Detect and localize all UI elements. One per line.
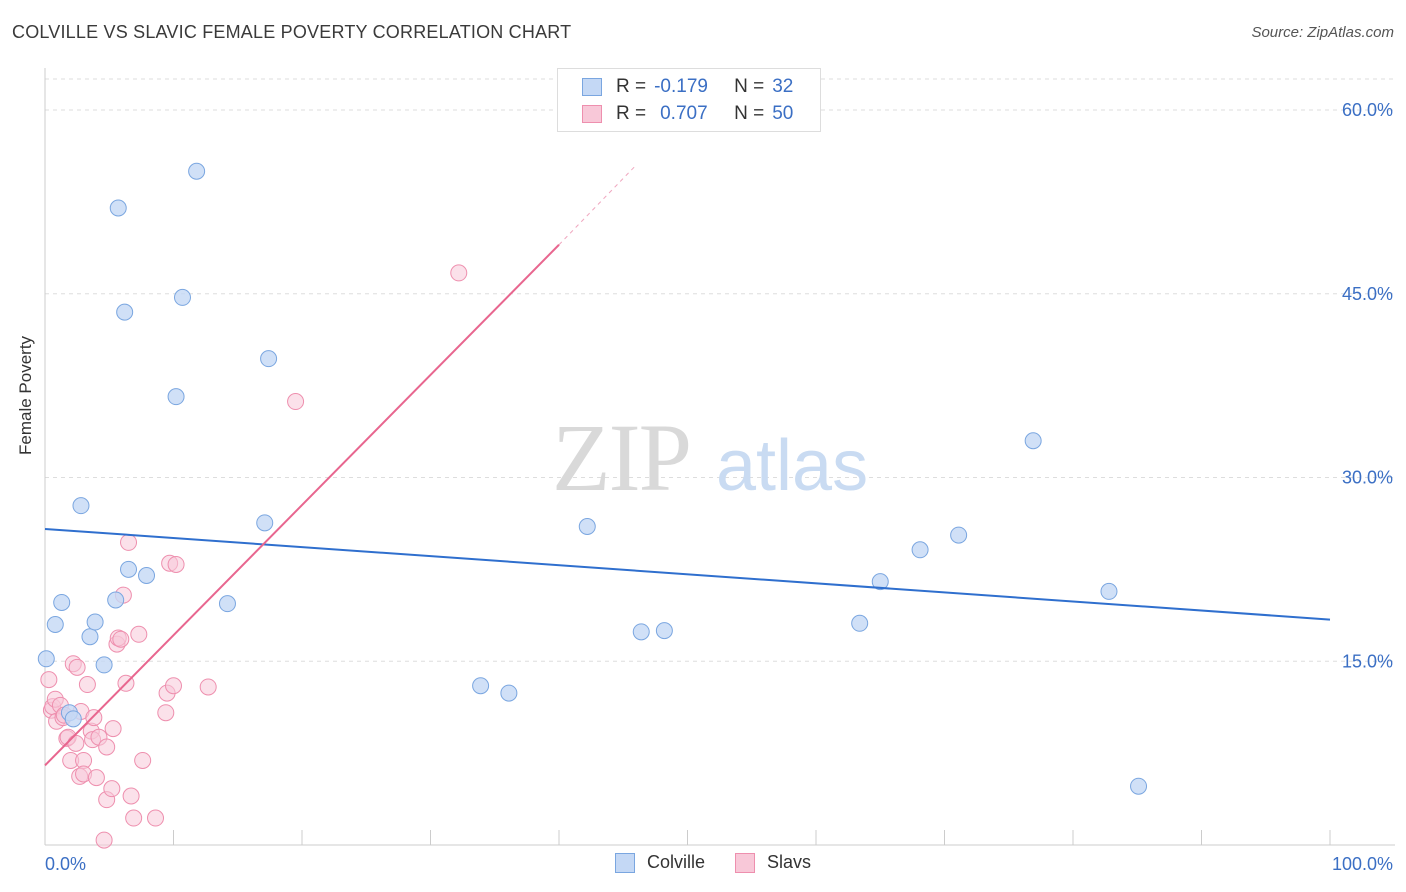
colville-point	[950, 526, 968, 544]
colville-point	[46, 616, 64, 633]
colville-point	[871, 573, 889, 591]
slavs-point	[103, 780, 121, 798]
colville-point	[851, 614, 869, 632]
colville-point	[107, 591, 125, 609]
slavs-point	[199, 678, 217, 696]
colville-point	[218, 595, 236, 613]
x-tick-label: 0.0%	[45, 854, 86, 874]
colville-point	[138, 567, 156, 584]
correlation-legend: R = -0.179 N = 32 R = 0.707 N = 50	[557, 68, 821, 132]
y-tick-label: 45.0%	[1342, 284, 1393, 304]
slavs-point	[98, 738, 116, 756]
colville-point	[86, 613, 104, 631]
legend-row-slavs: R = 0.707 N = 50	[582, 103, 793, 125]
legend-row-colville: R = -0.179 N = 32	[582, 76, 793, 98]
y-axis-label: Female Poverty	[16, 335, 35, 455]
colville-point	[500, 684, 518, 702]
slavs-point	[120, 533, 138, 551]
bottom-legend-slavs: Slavs	[735, 852, 811, 873]
x-tick-label: 100.0%	[1332, 854, 1393, 874]
slavs-point	[78, 676, 96, 694]
watermark: ZIP atlas	[552, 404, 868, 511]
legend-r-value: 0.707	[660, 103, 708, 124]
tick-labels: 15.0% 30.0% 45.0% 60.0% 0.0% 100.0%	[45, 100, 1393, 874]
colville-point	[64, 710, 82, 728]
slavs-point	[125, 809, 143, 827]
bottom-legend-colville: Colville	[615, 852, 705, 873]
colville-point	[472, 677, 490, 695]
colville-point	[1024, 432, 1042, 450]
slavs-swatch	[582, 105, 602, 123]
colville-point	[1130, 777, 1148, 795]
legend-r-value: -0.179	[654, 76, 708, 97]
watermark-atlas: atlas	[716, 426, 868, 506]
colville-swatch	[615, 852, 635, 873]
gridlines	[45, 78, 1395, 662]
colville-point	[81, 628, 99, 646]
colville-point	[37, 650, 55, 668]
colville-point	[116, 303, 134, 321]
colville-point	[109, 199, 127, 217]
colville-point	[95, 656, 113, 674]
colville-point	[173, 288, 191, 306]
slavs-point	[287, 393, 305, 411]
legend-n-label: N =	[734, 103, 765, 124]
chart-title: COLVILLE VS SLAVIC FEMALE POVERTY CORREL…	[12, 22, 572, 42]
slavs-point	[147, 809, 165, 827]
slavs-point	[67, 734, 85, 752]
source-label: Source: ZipAtlas.com	[1251, 24, 1394, 41]
slavs-point	[87, 769, 105, 787]
slavs-point	[157, 704, 175, 722]
slavs-point	[450, 264, 468, 282]
slavs-point	[134, 751, 152, 769]
colville-point	[578, 518, 596, 535]
colville-point	[911, 541, 929, 559]
slavs-swatch	[735, 852, 756, 873]
colville-points	[37, 162, 1148, 795]
colville-point	[256, 514, 274, 532]
slavs-point	[40, 671, 58, 689]
slavs-point	[167, 555, 185, 573]
slavs-point	[130, 625, 148, 643]
legend-n-value: 32	[772, 76, 794, 97]
colville-point	[72, 497, 90, 515]
slavs-points	[40, 264, 468, 849]
slavs-point	[165, 677, 182, 695]
slavs-point	[104, 720, 122, 738]
y-tick-label: 30.0%	[1342, 468, 1393, 488]
legend-n-label: N =	[734, 76, 765, 97]
colville-point	[53, 593, 71, 611]
slavs-point	[95, 831, 113, 849]
axes	[44, 68, 1395, 846]
slavs-point	[85, 709, 103, 727]
y-tick-label: 60.0%	[1342, 100, 1393, 120]
bottom-legend-slavs-label: Slavs	[767, 852, 812, 872]
trend-lines	[44, 164, 1331, 767]
bottom-legend-colville-label: Colville	[647, 852, 706, 872]
colville-point	[632, 623, 650, 641]
bottom-legend: Colville Slavs	[615, 852, 841, 873]
slavs-point	[122, 787, 140, 805]
y-tick-label: 15.0%	[1342, 651, 1393, 671]
colville-point	[655, 622, 673, 640]
slavs-trend-line	[44, 244, 560, 767]
colville-point	[260, 350, 278, 368]
colville-swatch	[582, 78, 602, 96]
colville-point	[1100, 582, 1118, 600]
colville-point	[188, 162, 206, 180]
slavs-point	[68, 658, 86, 676]
legend-n-value: 50	[772, 103, 794, 124]
colville-trend-line	[44, 527, 1331, 621]
legend-r-label: R =	[616, 103, 647, 124]
colville-point	[167, 388, 185, 406]
slavs-trend-extension	[558, 164, 637, 246]
legend-r-label: R =	[616, 76, 647, 97]
slavs-point	[112, 630, 130, 648]
colville-point	[120, 560, 138, 578]
watermark-zip: ZIP	[552, 404, 690, 511]
